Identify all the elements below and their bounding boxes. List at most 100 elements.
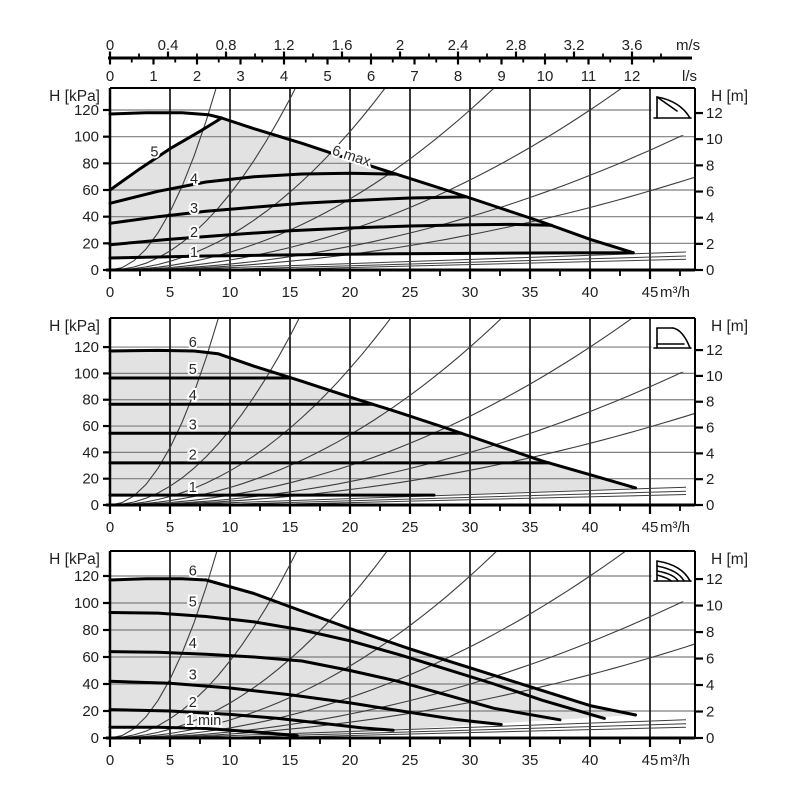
icon-speed-curve [656, 565, 685, 582]
system-curve [110, 551, 626, 738]
pump-curve-3 [108, 195, 468, 225]
thin-bottom-line [295, 726, 687, 738]
ms-tick-label: 0.8 [216, 37, 237, 54]
pump-curve-4 [108, 650, 562, 722]
y-left-tick-label: 40 [82, 676, 99, 693]
curve-label-6: 6 [189, 335, 197, 351]
thin-bottom-line [241, 255, 687, 270]
y-right-tick-label: 6 [706, 184, 714, 201]
system-curve [110, 88, 495, 270]
y-right-tick-label: 12 [706, 105, 723, 122]
ls-tick-label: 8 [454, 68, 462, 85]
curve-label-4: 4 [189, 388, 197, 404]
y-left-tick-label: 0 [91, 730, 99, 747]
ls-tick-label: 9 [497, 68, 505, 85]
y-right-tick-label: 10 [706, 598, 723, 615]
system-curve [110, 318, 502, 505]
constant-pressure-icon [653, 327, 692, 349]
y-left-axis-title: H [kPa] [49, 551, 100, 568]
y-left-tick-label: 120 [74, 568, 99, 585]
icon-proportional-line [656, 96, 678, 112]
pump-curve-6 [108, 577, 638, 717]
system-curve [110, 88, 623, 270]
y-left-tick-label: 100 [74, 129, 99, 146]
system-curve [110, 88, 386, 270]
plot-area [110, 551, 695, 738]
y-left-axis-title: H [kPa] [49, 318, 100, 335]
ms-tick-label: 2.4 [448, 37, 469, 54]
pump-curve-4 [108, 171, 398, 205]
operating-envelope-shade [110, 351, 636, 496]
y-right-tick-label: 2 [706, 236, 714, 253]
y-right-tick-label: 0 [706, 730, 714, 747]
y-left-tick-label: 120 [74, 102, 99, 119]
y-right-tick-label: 6 [706, 651, 714, 668]
y-right-axis-title: H [m] [711, 551, 748, 568]
x-tick-label: 40 [582, 519, 599, 536]
x-tick-label: 35 [522, 284, 539, 301]
curve-label-6: 6 [189, 564, 197, 580]
x-axis-unit-label: m³/h [660, 752, 690, 769]
x-tick-label: 30 [462, 752, 479, 769]
x-tick-label: 40 [582, 284, 599, 301]
curve-label-4: 4 [190, 172, 198, 188]
y-right-tick-label: 2 [706, 704, 714, 721]
thin-bottom-line [295, 494, 687, 505]
pump-curve-5 [108, 611, 606, 720]
y-left-tick-label: 120 [74, 339, 99, 356]
y-left-tick-label: 60 [82, 182, 99, 199]
y-right-tick-label: 12 [706, 342, 723, 359]
thin-bottom-line [241, 723, 687, 738]
icon-max-curve [672, 327, 691, 349]
x-tick-label: 0 [106, 284, 114, 301]
y-right-tick-label: 8 [706, 157, 714, 174]
y-right-axis-title: H [m] [711, 88, 748, 105]
pump-curve-6-max [108, 111, 635, 255]
system-curve [110, 318, 633, 505]
ls-unit-label: l/s [682, 68, 697, 85]
x-tick-label: 30 [462, 284, 479, 301]
thin-bottom-line [193, 486, 687, 505]
x-axis-unit-label: m³/h [660, 284, 690, 301]
x-tick-label: 45 [642, 284, 659, 301]
y-left-tick-label: 40 [82, 444, 99, 461]
system-curve [110, 551, 498, 738]
pump-curve-5 [108, 116, 224, 192]
y-right-tick-label: 12 [706, 571, 723, 588]
x-tick-label: 15 [282, 752, 299, 769]
curve-label-2: 2 [189, 695, 197, 711]
curve-label-5: 5 [189, 362, 197, 378]
curve-label-3: 3 [190, 201, 198, 217]
curve-label-3: 3 [189, 668, 197, 684]
pump-curve-3 [108, 679, 503, 726]
x-tick-label: 25 [402, 519, 419, 536]
x-tick-label: 30 [462, 519, 479, 536]
system-curve [110, 595, 695, 738]
ms-tick-label: 2.8 [506, 37, 527, 54]
y-left-tick-label: 20 [82, 471, 99, 488]
y-left-tick-label: 0 [91, 262, 99, 279]
ms-unit-label: m/s [676, 37, 700, 54]
curve-label-4: 4 [189, 636, 197, 652]
ls-tick-label: 12 [624, 68, 641, 85]
y-right-tick-label: 8 [706, 624, 714, 641]
thin-bottom-line [295, 258, 687, 270]
y-right-tick-label: 4 [706, 445, 714, 462]
y-right-tick-label: 2 [706, 471, 714, 488]
top-flow-scales: 0 0.4 0.8 1.2 1.6 2 2.4 2.8 3.2 3.6 m/s0 1 2 3 4 5 6 7 8 9 1… [106, 37, 700, 85]
x-tick-label: 20 [342, 752, 359, 769]
x-tick-label: 15 [282, 284, 299, 301]
x-tick-label: 10 [222, 519, 239, 536]
pump-curve-1 [108, 251, 635, 260]
ls-tick-label: 4 [280, 68, 288, 85]
system-curve [110, 128, 695, 270]
y-left-tick-label: 80 [82, 155, 99, 172]
x-tick-label: 10 [222, 284, 239, 301]
curve-label-2: 2 [189, 447, 197, 463]
y-right-axis-title: H [m] [711, 318, 748, 335]
y-right-tick-label: 0 [706, 497, 714, 514]
ms-tick-label: 1.6 [332, 37, 353, 54]
